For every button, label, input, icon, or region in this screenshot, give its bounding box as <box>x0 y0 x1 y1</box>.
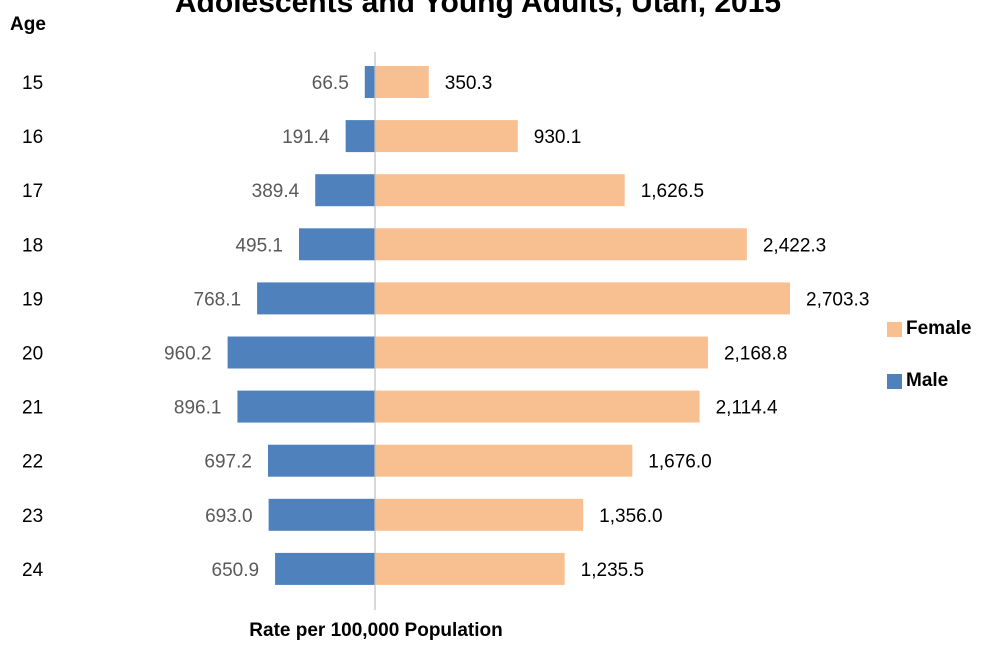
data-label-female: 1,676.0 <box>648 452 711 473</box>
x-axis-label: Rate per 100,000 Population <box>249 620 503 641</box>
category-label: 16 <box>22 127 43 148</box>
data-label-male: 768.1 <box>194 289 242 310</box>
data-label-male: 389.4 <box>252 181 300 202</box>
legend-label-female: Female <box>906 318 972 339</box>
bar-female <box>375 66 429 98</box>
bar-female <box>375 336 708 369</box>
bar-male <box>298 228 375 261</box>
legend-swatch-female <box>887 321 902 337</box>
category-label: 19 <box>22 289 43 310</box>
data-label-female: 1,356.0 <box>599 506 662 527</box>
category-label: 24 <box>22 560 44 581</box>
data-label-female: 350.3 <box>445 73 493 94</box>
bar-male <box>257 282 375 315</box>
data-label-female: 1,626.5 <box>641 181 704 202</box>
legend-item-male: Male <box>887 370 948 392</box>
category-label: 22 <box>22 452 43 473</box>
bar-female <box>375 120 518 153</box>
data-label-male: 495.1 <box>235 235 283 256</box>
data-label-female: 2,114.4 <box>716 398 778 419</box>
category-label: 20 <box>22 344 43 365</box>
data-label-male: 697.2 <box>204 452 252 473</box>
data-label-male: 960.2 <box>164 344 212 365</box>
data-label-male: 693.0 <box>205 506 253 527</box>
bar-female <box>375 444 633 477</box>
data-label-male: 896.1 <box>174 398 222 419</box>
category-label: 17 <box>22 181 43 202</box>
category-label: 18 <box>22 235 43 256</box>
bar-male <box>315 174 375 207</box>
bar-female <box>375 390 700 423</box>
category-label: 23 <box>22 506 43 527</box>
legend-item-female: Female <box>887 318 971 340</box>
chart-title: Adolescents and Young Adults, Utah, 2015 <box>174 0 782 19</box>
data-label-female: 2,168.8 <box>724 344 787 365</box>
y-axis-label: Age <box>10 14 46 35</box>
bar-male <box>364 66 375 98</box>
legend-label-male: Male <box>906 370 949 391</box>
bar-male <box>275 552 375 585</box>
data-label-male: 650.9 <box>212 560 260 581</box>
data-label-female: 1,235.5 <box>581 560 644 581</box>
bar-male <box>345 120 375 153</box>
legend-swatch-male <box>887 373 902 389</box>
bar-female <box>375 282 790 315</box>
bar-male <box>227 336 375 369</box>
category-label: 21 <box>22 398 43 419</box>
bar-female <box>375 228 747 261</box>
bar-female <box>375 498 584 531</box>
bar-female <box>375 174 625 207</box>
data-label-male: 66.5 <box>312 73 349 94</box>
bar-female <box>375 552 565 585</box>
bar-male <box>237 390 375 423</box>
data-label-female: 2,703.3 <box>806 289 869 310</box>
bar-male <box>267 444 375 477</box>
category-label: 15 <box>22 73 43 94</box>
data-label-male: 191.4 <box>282 127 330 148</box>
data-label-female: 2,422.3 <box>763 235 826 256</box>
bar-male <box>268 498 375 531</box>
data-label-female: 930.1 <box>534 127 582 148</box>
